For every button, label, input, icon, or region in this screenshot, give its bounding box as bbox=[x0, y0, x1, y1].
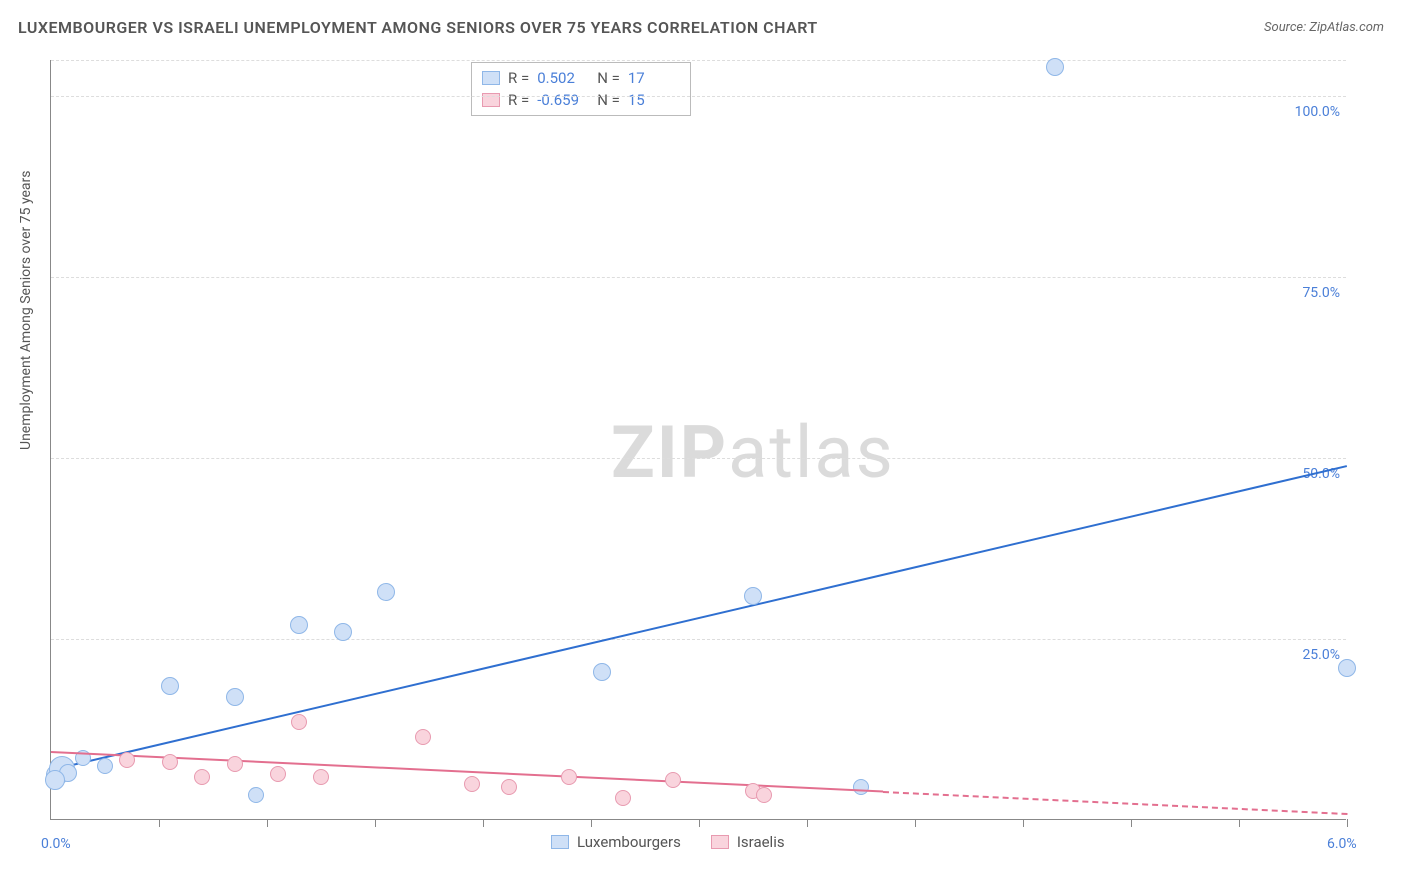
data-point bbox=[334, 623, 352, 641]
corr-legend-row: R = 0.502 N = 17 bbox=[482, 67, 680, 89]
y-axis-label: Unemployment Among Seniors over 75 years bbox=[18, 171, 34, 451]
data-point bbox=[415, 729, 431, 745]
data-point bbox=[1046, 58, 1064, 76]
data-point bbox=[291, 714, 307, 730]
data-point bbox=[45, 770, 65, 790]
trend-line-dashed bbox=[883, 791, 1347, 815]
x-tick-label: 0.0% bbox=[41, 836, 71, 852]
data-point bbox=[1338, 659, 1356, 677]
watermark-light: atlas bbox=[728, 410, 895, 495]
data-point bbox=[290, 616, 308, 634]
grid-line bbox=[51, 458, 1346, 459]
data-point bbox=[313, 769, 329, 785]
data-point bbox=[853, 779, 869, 795]
data-point bbox=[226, 688, 244, 706]
grid-line bbox=[51, 60, 1346, 61]
chart-title: LUXEMBOURGER VS ISRAELI UNEMPLOYMENT AMO… bbox=[18, 18, 818, 37]
x-tick bbox=[1023, 819, 1024, 827]
data-point bbox=[464, 776, 480, 792]
legend-swatch bbox=[711, 835, 729, 849]
data-point bbox=[227, 756, 243, 772]
plot-area: ZIPatlas R =0.502N =17R =-0.659N =15 Lux… bbox=[50, 60, 1346, 820]
legend-swatch bbox=[482, 71, 500, 85]
series-legend-item: Luxembourgers bbox=[551, 833, 681, 851]
x-tick bbox=[1347, 819, 1348, 827]
legend-swatch bbox=[482, 93, 500, 107]
x-tick-label: 6.0% bbox=[1327, 836, 1357, 852]
source-attribution: Source: ZipAtlas.com bbox=[1264, 20, 1384, 35]
legend-r-value: 0.502 bbox=[537, 67, 589, 89]
x-tick bbox=[1131, 819, 1132, 827]
data-point bbox=[561, 769, 577, 785]
data-point bbox=[194, 769, 210, 785]
grid-line bbox=[51, 639, 1346, 640]
x-tick bbox=[267, 819, 268, 827]
y-tick-label: 25.0% bbox=[1302, 647, 1340, 663]
legend-r-value: -0.659 bbox=[537, 89, 589, 111]
data-point bbox=[744, 587, 762, 605]
x-tick bbox=[375, 819, 376, 827]
series-name: Luxembourgers bbox=[577, 833, 681, 851]
data-point bbox=[615, 790, 631, 806]
corr-legend-row: R = -0.659 N = 15 bbox=[482, 89, 680, 111]
x-tick bbox=[159, 819, 160, 827]
data-point bbox=[162, 754, 178, 770]
data-point bbox=[161, 677, 179, 695]
data-point bbox=[756, 787, 772, 803]
grid-line bbox=[51, 277, 1346, 278]
x-tick bbox=[699, 819, 700, 827]
trend-line bbox=[51, 465, 1347, 771]
x-tick bbox=[915, 819, 916, 827]
watermark: ZIPatlas bbox=[611, 410, 895, 495]
data-point bbox=[248, 787, 264, 803]
data-point bbox=[665, 772, 681, 788]
x-tick bbox=[591, 819, 592, 827]
y-tick-label: 75.0% bbox=[1302, 285, 1340, 301]
legend-n-value: 17 bbox=[628, 67, 680, 89]
data-point bbox=[377, 583, 395, 601]
legend-n-value: 15 bbox=[628, 89, 680, 111]
x-tick bbox=[1239, 819, 1240, 827]
legend-r-label: R = bbox=[508, 67, 529, 89]
legend-swatch bbox=[551, 835, 569, 849]
data-point bbox=[270, 766, 286, 782]
correlation-legend: R = 0.502 N = 17 R = -0.659 N = 15 bbox=[471, 62, 691, 116]
grid-line bbox=[51, 96, 1346, 97]
x-tick bbox=[807, 819, 808, 827]
series-legend: Luxembourgers Israelis bbox=[551, 833, 785, 851]
data-point bbox=[501, 779, 517, 795]
legend-r-label: R = bbox=[508, 89, 529, 111]
data-point bbox=[593, 663, 611, 681]
data-point bbox=[97, 758, 113, 774]
y-tick-label: 100.0% bbox=[1295, 104, 1340, 120]
legend-n-label: N = bbox=[597, 67, 620, 89]
legend-n-label: N = bbox=[597, 89, 620, 111]
series-name: Israelis bbox=[737, 833, 785, 851]
watermark-bold: ZIP bbox=[611, 410, 728, 495]
x-tick bbox=[483, 819, 484, 827]
series-legend-item: Israelis bbox=[711, 833, 785, 851]
data-point bbox=[119, 752, 135, 768]
